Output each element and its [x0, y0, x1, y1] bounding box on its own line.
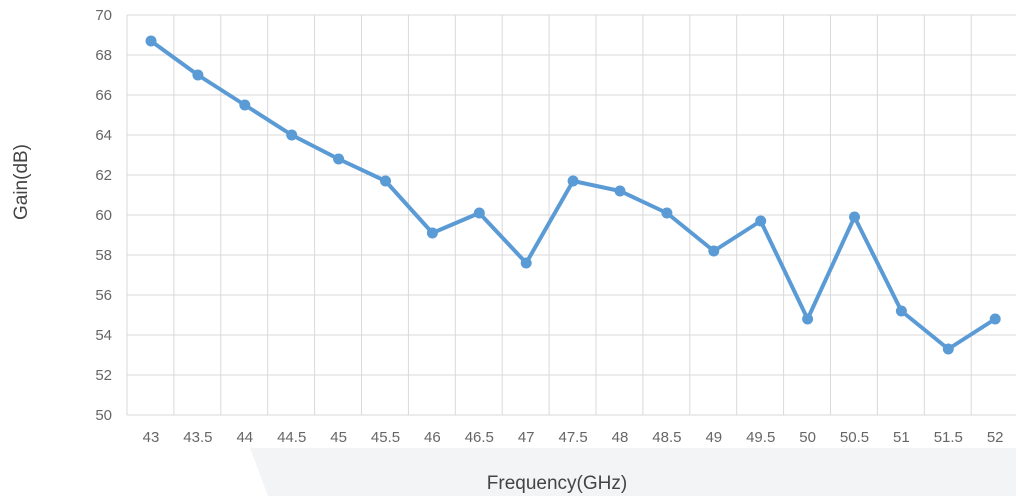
- y-tick-label: 54: [95, 327, 112, 344]
- x-tick-label: 44.5: [277, 429, 306, 446]
- data-point: [239, 99, 251, 111]
- y-axis-title: Gain(dB): [11, 144, 32, 220]
- data-point: [380, 175, 391, 187]
- x-tick-label: 50.5: [840, 429, 869, 446]
- data-point: [849, 211, 860, 223]
- background-shadow: [250, 448, 1016, 496]
- y-tick-label: 68: [95, 47, 112, 64]
- y-tick-label: 52: [95, 367, 112, 384]
- x-tick-label: 47.5: [558, 429, 587, 446]
- y-tick-label: 62: [95, 167, 112, 184]
- data-point: [520, 257, 532, 269]
- data-point: [989, 313, 1001, 325]
- x-tick-label: 43.5: [183, 429, 212, 446]
- data-point: [426, 227, 438, 239]
- data-point: [708, 245, 720, 257]
- x-tick-label: 46.5: [465, 429, 494, 446]
- x-tick-label: 44: [236, 429, 253, 446]
- y-tick-label: 60: [95, 207, 112, 224]
- series-layer: [145, 35, 1001, 355]
- x-tick-label: 45: [330, 429, 347, 446]
- y-tick-label: 70: [95, 7, 112, 24]
- x-tick-label: 49: [705, 429, 722, 446]
- y-tick-label: 64: [95, 127, 112, 144]
- y-tick-label: 58: [95, 247, 112, 264]
- x-tick-label: 51.5: [934, 429, 963, 446]
- data-point: [614, 185, 626, 197]
- data-point: [333, 153, 345, 165]
- series-line-0: [149, 39, 998, 351]
- x-tick-label: 45.5: [371, 429, 400, 446]
- x-tick-label: 48: [612, 429, 629, 446]
- x-tick-label: 47: [518, 429, 535, 446]
- y-tick-label: 50: [95, 407, 112, 424]
- x-tick-label: 50: [799, 429, 816, 446]
- data-point: [567, 175, 579, 187]
- data-point: [286, 129, 298, 141]
- x-tick-label: 52: [987, 429, 1004, 446]
- data-point: [755, 215, 767, 227]
- data-point: [942, 343, 954, 355]
- x-axis-title: Frequency(GHz): [487, 473, 627, 494]
- data-point: [895, 305, 907, 317]
- x-tick-label: 43: [143, 429, 160, 446]
- x-axis-tick-labels: 43 43.5 44 44.5 45 45.5 46 46.5 47 47.5 48 48.5 49 49…: [143, 429, 1004, 446]
- y-tick-label: 66: [95, 87, 112, 104]
- data-point: [661, 207, 673, 219]
- x-tick-label: 48.5: [652, 429, 681, 446]
- data-point: [145, 35, 157, 47]
- y-tick-label: 56: [95, 287, 112, 304]
- data-point: [802, 313, 814, 325]
- gridlines: [126, 14, 1016, 416]
- x-tick-label: 51: [893, 429, 910, 446]
- x-tick-label: 49.5: [746, 429, 775, 446]
- data-point: [192, 69, 204, 81]
- x-tick-label: 46: [424, 429, 441, 446]
- y-axis-tick-labels: 50 52 54 56 58 60 62 64 66 68 70: [95, 7, 112, 424]
- data-point: [473, 207, 485, 219]
